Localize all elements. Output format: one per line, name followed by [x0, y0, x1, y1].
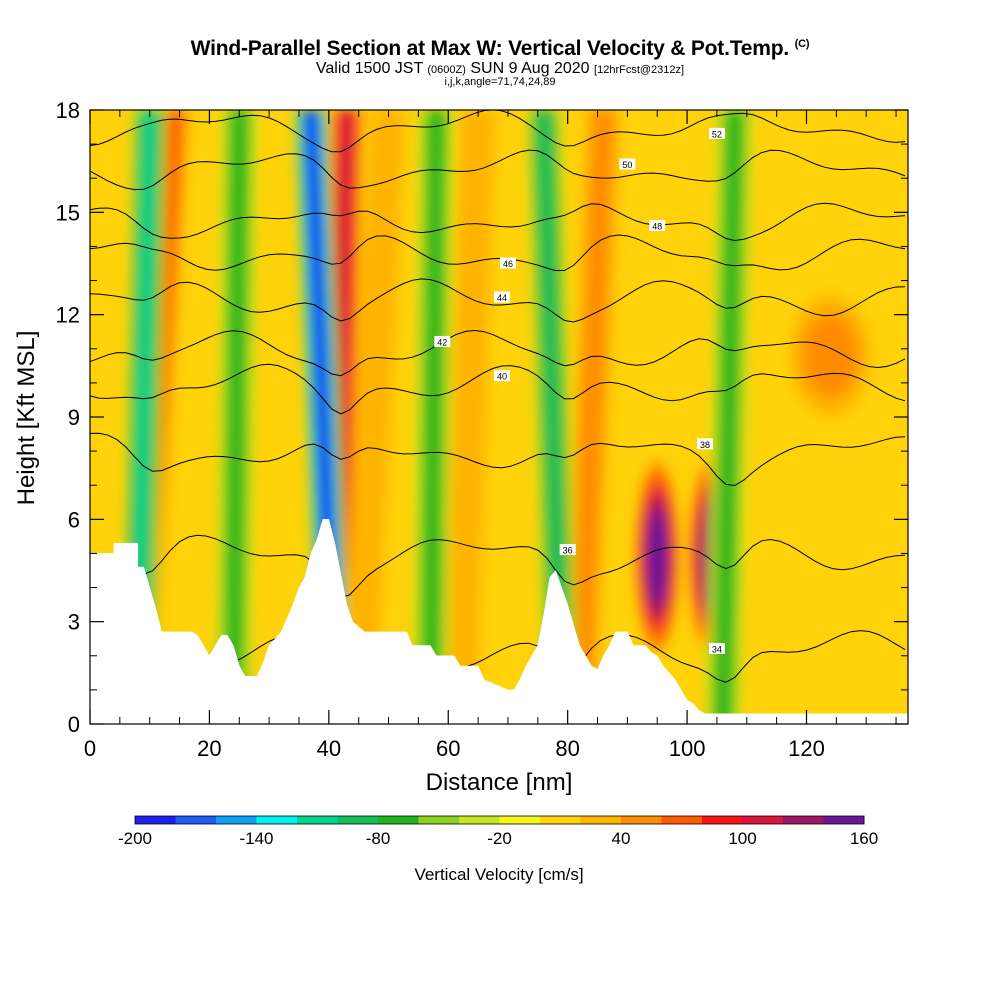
- theta-contour-44: [90, 278, 906, 323]
- subtitle-utc: (0600Z): [427, 64, 466, 76]
- contour-label-bg: [649, 219, 666, 231]
- downdraft-band: [536, 110, 569, 724]
- contour-label-bg: [499, 257, 516, 269]
- theta-contour-42: [90, 329, 906, 377]
- theta-contour-50: [90, 149, 906, 191]
- updraft-band: [569, 110, 614, 724]
- contour-label-bg: [696, 438, 713, 450]
- y-tick-label: 12: [56, 303, 80, 328]
- contour-label-48: 48: [652, 221, 662, 231]
- colorbar-tick-label: 160: [850, 829, 878, 848]
- updraft-core: [802, 313, 859, 398]
- chart-subtitle: Valid 1500 JST (0600Z) SUN 9 Aug 2020 [1…: [0, 60, 1000, 78]
- contour-label-50: 50: [622, 160, 632, 170]
- y-tick-label: 0: [68, 712, 80, 737]
- contour-label-40: 40: [497, 372, 507, 382]
- chart-title-tag: (C): [794, 38, 810, 50]
- theta-contour-36: [90, 534, 906, 598]
- terrain: [90, 519, 908, 724]
- theta-contours: 34 36 38 40 42 44 46 48 50 52: [90, 110, 906, 683]
- colorbar-tick-label: -80: [366, 829, 391, 848]
- contour-label-36: 36: [563, 546, 573, 556]
- updraft-band: [443, 110, 496, 724]
- colorbar-swatch: [580, 816, 622, 824]
- field-background: [90, 110, 908, 724]
- x-tick-label: 120: [788, 736, 825, 761]
- contour-label-44: 44: [497, 293, 507, 303]
- theta-contour-48: [90, 202, 906, 242]
- colorbar-tick-label: 40: [612, 829, 631, 848]
- y-tick-label: 3: [68, 610, 80, 635]
- colorbar-swatch: [540, 816, 581, 824]
- x-tick-label: 60: [436, 736, 460, 761]
- colorbar-tick-label: 100: [728, 829, 756, 848]
- colorbar-title: Vertical Velocity [cm/s]: [414, 865, 583, 884]
- downdraft-band: [714, 110, 744, 724]
- colorbar-tick-label: -20: [487, 829, 512, 848]
- x-axis-label: Distance [nm]: [426, 769, 573, 796]
- contour-label-42: 42: [437, 337, 447, 347]
- colorbar-swatch: [135, 816, 176, 824]
- theta-contour-38: [90, 432, 906, 487]
- colorbar-swatch: [175, 816, 217, 824]
- colorbar-swatch: [297, 816, 338, 824]
- colorbar-swatch: [702, 816, 743, 824]
- contour-label-38: 38: [700, 440, 710, 450]
- velocity-field: [90, 110, 908, 724]
- contour-label-bg: [493, 291, 510, 303]
- contour-label-52: 52: [712, 129, 722, 139]
- x-tick-label: 0: [84, 736, 96, 761]
- colorbar-swatch: [337, 816, 379, 824]
- colorbar-swatch: [418, 816, 460, 824]
- contour-label-bg: [493, 370, 510, 382]
- colorbar-swatch: [499, 816, 541, 824]
- colorbar: -200 -140 -80 -20 40 100 160: [118, 815, 878, 848]
- chart-title: Wind-Parallel Section at Max W: Vertical…: [0, 37, 1000, 61]
- colorbar-swatch: [823, 816, 865, 824]
- contour-label-bg: [708, 642, 725, 654]
- contour-label-bg: [619, 158, 636, 170]
- y-axis-label: Height [Kft MSL]: [13, 331, 40, 506]
- updraft-band: [341, 110, 406, 724]
- theta-contour-40: [90, 363, 906, 415]
- subtitle-date: SUN 9 Aug 2020: [470, 60, 590, 77]
- contour-label-46: 46: [503, 259, 513, 269]
- colorbar-tick-label: -200: [118, 829, 152, 848]
- chart-subtitle-indices: i,j,k,angle=71,74,24,89: [444, 76, 556, 88]
- colorbar-swatch: [783, 816, 824, 824]
- y-tick-label: 6: [68, 507, 80, 532]
- subtitle-valid: Valid 1500 JST: [315, 60, 423, 77]
- downdraft-band: [422, 110, 445, 724]
- colorbar-tick-label: -140: [239, 829, 273, 848]
- subtitle-forecast: [12hrFcst@2312z]: [594, 64, 685, 76]
- y-tick-label: 15: [56, 200, 80, 225]
- colorbar-swatch: [621, 816, 662, 824]
- colorbar-swatch: [742, 816, 784, 824]
- y-tick-label: 18: [56, 98, 80, 123]
- updraft-core: [648, 509, 667, 604]
- colorbar-swatch: [661, 816, 703, 824]
- contour-label-bg: [559, 544, 576, 556]
- x-tick-label: 20: [197, 736, 221, 761]
- chart-title-text: Wind-Parallel Section at Max W: Vertical…: [190, 37, 790, 60]
- colorbar-frame: [134, 815, 865, 825]
- x-tick-label: 100: [669, 736, 706, 761]
- x-tick-label: 40: [317, 736, 341, 761]
- terrain-mask: [90, 519, 908, 724]
- colorbar-swatch: [459, 816, 500, 824]
- x-tick-label: 80: [555, 736, 579, 761]
- colorbar-swatch: [216, 816, 257, 824]
- theta-contour-46: [90, 234, 906, 272]
- contour-label-bg: [434, 335, 451, 347]
- contour-label-34: 34: [712, 644, 722, 654]
- colorbar-swatch: [378, 816, 419, 824]
- colorbar-swatch: [256, 816, 298, 824]
- contour-label-bg: [708, 127, 725, 139]
- y-tick-label: 9: [68, 405, 80, 430]
